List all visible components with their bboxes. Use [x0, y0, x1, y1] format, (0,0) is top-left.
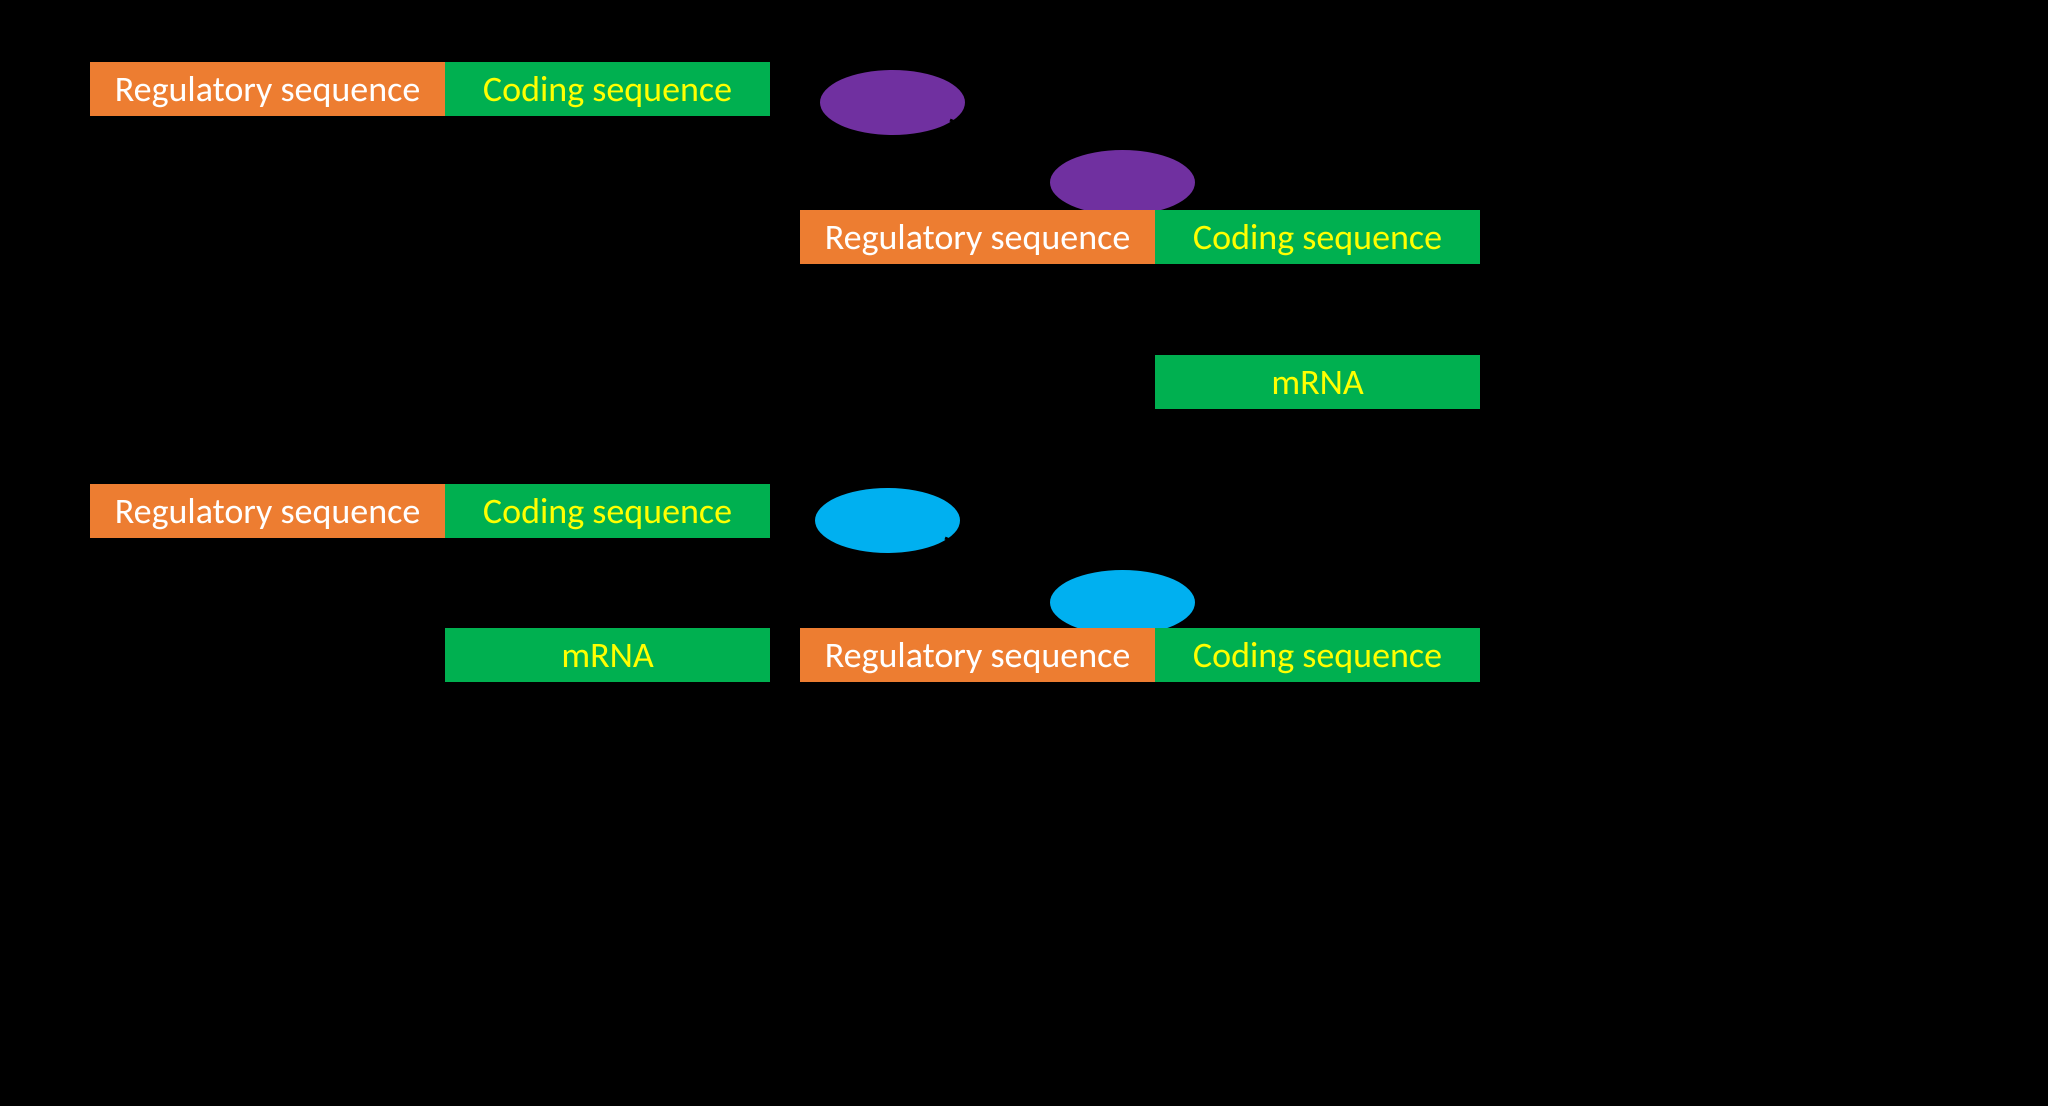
transcription-label-a: Transcription: [1015, 290, 1205, 334]
panel-b-label: B: [40, 450, 66, 506]
panel-a-right-regulatory: Regulatory sequence: [800, 210, 1155, 264]
panel-b-right-coding: Coding sequence: [1155, 628, 1480, 682]
repressor-label: Repressor: [805, 448, 950, 492]
panel-a-left-coding: Coding sequence: [445, 62, 770, 116]
no-transcription-label: No transcription: [1150, 720, 1387, 764]
panel-b-left-regulatory: Regulatory sequence: [90, 484, 445, 538]
mrna-box-b: mRNA: [445, 628, 770, 682]
panel-a-right-coding: Coding sequence: [1155, 210, 1480, 264]
panel-b-right-regulatory: Regulatory sequence: [800, 628, 1155, 682]
repressor-oval-bound: [1050, 570, 1195, 635]
transcription-label-b: Transcription: [310, 560, 500, 604]
panel-a-label: A: [40, 20, 68, 76]
panel-a-left-regulatory: Regulatory sequence: [90, 62, 445, 116]
mrna-box-a: mRNA: [1155, 355, 1480, 409]
activator-oval-bound: [1050, 150, 1195, 215]
panel-b-left-coding: Coding sequence: [445, 484, 770, 538]
transcription-arrow-b: [612, 545, 638, 627]
transcription-arrow-a: [1317, 270, 1343, 352]
activator-label: Activator: [820, 25, 952, 69]
